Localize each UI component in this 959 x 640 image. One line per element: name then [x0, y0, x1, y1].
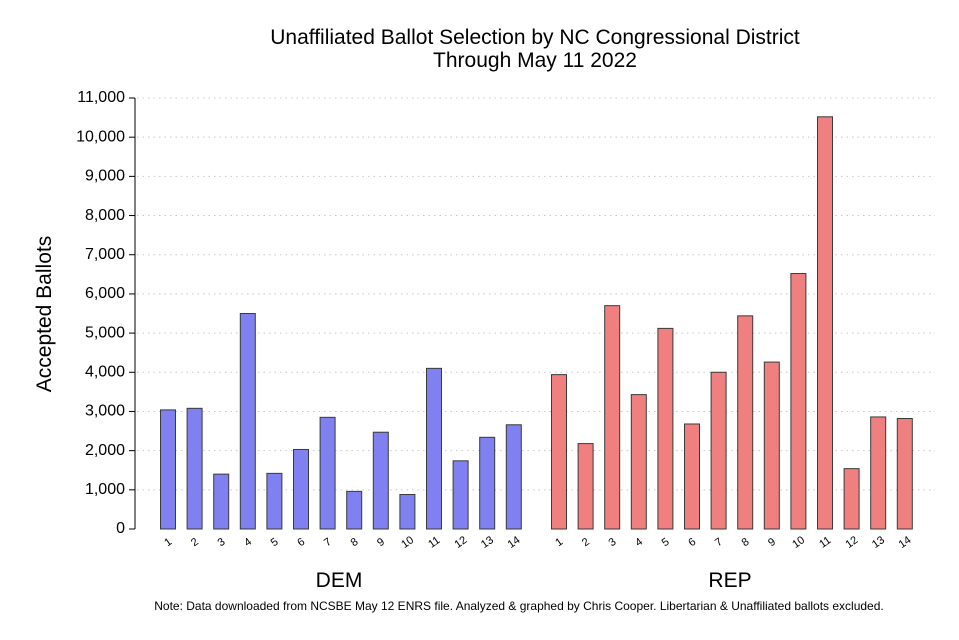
bar-dem-6	[293, 448, 309, 530]
x-tick-label: 14	[897, 534, 914, 551]
x-tick-label: 9	[766, 536, 778, 549]
y-tick-label: 5,000	[85, 324, 125, 341]
y-tick-label: 4,000	[85, 363, 125, 380]
bar-dem-12	[452, 460, 469, 530]
bar-dem-10	[399, 494, 416, 530]
y-axis: 0 1,000 2,000 3,000 4,000 5,000 6,000 7,000 8,00…	[76, 89, 136, 537]
x-tick-label: 2	[580, 536, 592, 549]
bar-dem-4	[239, 313, 256, 530]
x-tick-label: 6	[686, 536, 698, 549]
x-tick-label: 7	[322, 536, 334, 549]
x-tick-label: 5	[660, 536, 672, 549]
x-tick-label: 3	[607, 536, 619, 549]
bar-dem-3	[213, 473, 230, 530]
y-tick-label: 3,000	[85, 403, 125, 420]
group-label-rep: REP	[708, 569, 751, 592]
x-tick-label: 4	[633, 536, 645, 549]
bar-dem-7	[319, 416, 336, 530]
x-tick-label: 10	[399, 534, 416, 551]
bar-dem-11	[426, 367, 442, 530]
bar-rep-1	[551, 374, 567, 530]
x-tick-label: 7	[713, 536, 725, 549]
x-tick-label: 11	[817, 534, 833, 550]
x-tick-label: 14	[506, 534, 523, 551]
bar-dem-1	[160, 409, 176, 530]
y-tick-label: 10,000	[76, 128, 125, 145]
bars	[160, 116, 913, 530]
chart-subtitle: Through May 11 2022	[433, 49, 637, 72]
group-labels: DEM REP	[316, 569, 752, 592]
x-tick-label: 8	[349, 536, 361, 549]
bar-dem-2	[186, 407, 203, 530]
x-tick-label: 9	[375, 536, 387, 549]
bar-dem-14	[505, 424, 522, 530]
x-tick-label: 1	[553, 536, 565, 549]
y-tick-label: 8,000	[85, 207, 125, 224]
bar-rep-3	[604, 305, 621, 530]
x-tick-label: 10	[790, 534, 807, 551]
x-tick-label: 13	[870, 534, 887, 551]
bar-rep-13	[870, 416, 887, 530]
group-label-dem: DEM	[316, 569, 363, 592]
y-tick-label: 2,000	[85, 442, 125, 459]
y-tick-label: 6,000	[85, 285, 125, 302]
bar-rep-5	[657, 327, 674, 530]
bar-dem-5	[266, 472, 283, 530]
chart-note: Note: Data downloaded from NCSBE May 12 …	[154, 599, 884, 613]
chart-title: Unaffiliated Ballot Selection by NC Cong…	[270, 26, 800, 49]
y-tick-label: 1,000	[85, 481, 125, 498]
x-tick-label: 6	[295, 536, 307, 549]
y-tick-label: 7,000	[85, 246, 125, 263]
bar-dem-13	[479, 436, 496, 530]
bar-rep-4	[630, 394, 647, 530]
bar-dem-9	[372, 431, 389, 530]
bar-rep-14	[896, 418, 913, 530]
y-tick-label: 0	[116, 520, 125, 537]
x-tick-label: 12	[843, 534, 860, 551]
bar-dem-8	[346, 490, 363, 530]
x-tick-label: 4	[242, 536, 254, 549]
x-tick-label: 13	[479, 534, 496, 551]
bar-rep-11	[817, 116, 833, 530]
x-tick-label: 3	[216, 536, 228, 549]
bar-rep-7	[710, 371, 727, 530]
y-tick-label: 9,000	[85, 168, 125, 185]
bar-rep-2	[577, 443, 594, 530]
bar-rep-9	[763, 361, 780, 530]
y-tick-label: 11,000	[77, 89, 125, 106]
x-tick-label: 1	[162, 536, 174, 549]
x-tick-label: 12	[452, 534, 469, 551]
x-tick-label: 5	[269, 536, 281, 549]
bar-rep-12	[843, 468, 860, 530]
y-axis-label: Accepted Ballots	[33, 236, 56, 392]
x-tick-labels: 1 2 3 4 5 6 7 8 9 10 11 12 13 14 1 2 3 4 5 6 7 8 9 10 11 12 13 14	[162, 534, 913, 551]
x-tick-label: 8	[740, 536, 752, 549]
bar-rep-8	[737, 315, 754, 530]
bar-rep-10	[790, 273, 807, 530]
x-tick-label: 11	[426, 534, 442, 550]
x-tick-label: 2	[189, 536, 201, 549]
bar-rep-6	[684, 423, 700, 530]
gridlines	[137, 97, 935, 491]
